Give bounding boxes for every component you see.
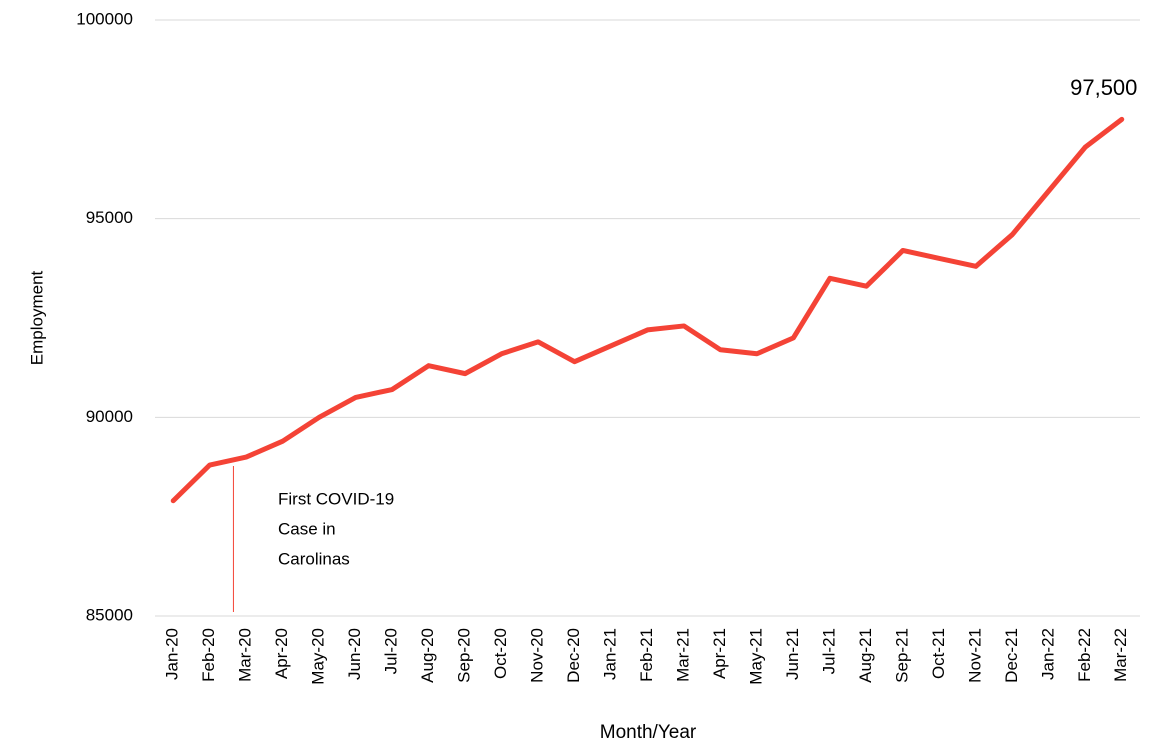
x-tick-label: Jan-22 bbox=[1038, 628, 1057, 680]
x-tick-label: May-21 bbox=[746, 628, 765, 685]
x-tick-label: Feb-20 bbox=[199, 628, 218, 682]
x-tick-label: Oct-20 bbox=[491, 628, 510, 679]
x-tick-label: Oct-21 bbox=[929, 628, 948, 679]
x-tick-label: Nov-21 bbox=[965, 628, 984, 683]
x-tick-label: Apr-21 bbox=[710, 628, 729, 679]
annotation-text: Case in bbox=[278, 519, 336, 538]
x-tick-label: Mar-21 bbox=[673, 628, 692, 682]
x-tick-label: Aug-21 bbox=[856, 628, 875, 683]
y-tick-label: 95000 bbox=[86, 208, 133, 227]
x-tick-label: Apr-20 bbox=[272, 628, 291, 679]
x-tick-label: Mar-22 bbox=[1111, 628, 1130, 682]
x-tick-label: Sep-21 bbox=[892, 628, 911, 683]
annotation-text: First COVID-19 bbox=[278, 489, 394, 508]
x-tick-label: Mar-20 bbox=[236, 628, 255, 682]
x-tick-label: Feb-21 bbox=[637, 628, 656, 682]
x-tick-label: Feb-22 bbox=[1075, 628, 1094, 682]
x-tick-label: Dec-21 bbox=[1002, 628, 1021, 683]
x-tick-label: Sep-20 bbox=[455, 628, 474, 683]
y-tick-label: 100000 bbox=[76, 9, 133, 28]
x-tick-label: Nov-20 bbox=[528, 628, 547, 683]
x-tick-label: Jul-21 bbox=[819, 628, 838, 674]
line-series bbox=[170, 116, 1125, 504]
x-tick-label: Dec-20 bbox=[564, 628, 583, 683]
x-tick-label: Jan-21 bbox=[601, 628, 620, 680]
data-label: 97,500 bbox=[1070, 75, 1137, 100]
x-tick-label: May-20 bbox=[309, 628, 328, 685]
x-axis-label: Month/Year bbox=[600, 722, 697, 743]
y-tick-label: 90000 bbox=[86, 407, 133, 426]
x-tick-label: Aug-20 bbox=[418, 628, 437, 683]
annotation-text: Carolinas bbox=[278, 549, 350, 568]
y-tick-label: 85000 bbox=[86, 605, 133, 624]
x-tick-label: Jun-21 bbox=[783, 628, 802, 680]
x-tick-label: Jun-20 bbox=[345, 628, 364, 680]
x-tick-label: Jul-20 bbox=[382, 628, 401, 674]
x-tick-label: Jan-20 bbox=[163, 628, 182, 680]
y-axis-label: Employment bbox=[27, 270, 46, 365]
